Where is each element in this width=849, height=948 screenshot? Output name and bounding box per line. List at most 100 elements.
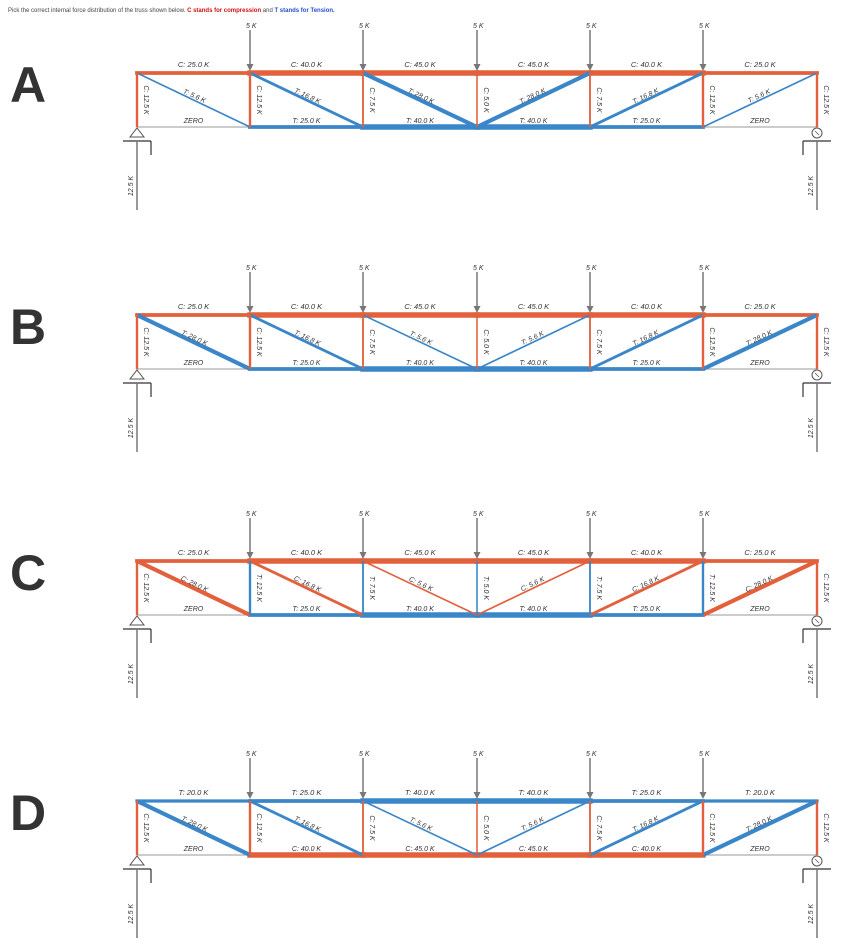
load-arrow [699, 272, 707, 313]
diagonal-member [249, 313, 364, 371]
question-text: Pick the correct internal force distribu… [8, 8, 335, 14]
load-label: 5 K [699, 265, 710, 272]
vertical-label: C: 12.5 K [142, 85, 149, 115]
vertical-label: C: 5.0 K [482, 815, 489, 841]
vertical-label: C: 12.5 K [822, 85, 829, 115]
option-b[interactable]: B 5 K 5 K 5 K 5 K 5 K C: 25.0 K C: 40.0 K C: 45.… [0, 242, 849, 462]
option-letter: B [10, 299, 47, 355]
reaction-label: 12.5 K [808, 176, 815, 197]
diagonal-member [362, 560, 478, 616]
load-label: 5 K [246, 265, 257, 272]
truss-diagram: 5 K 5 K 5 K 5 K 5 K C: 25.0 K C: 40.0 K C: 45.0… [123, 23, 831, 210]
top-chord-label: T: 25.0 K [292, 788, 323, 797]
vertical-label: C: 12.5 K [822, 327, 829, 357]
compression-note: C stands for compression [187, 8, 262, 14]
diagonal-member [476, 314, 591, 370]
load-arrow [473, 30, 481, 71]
truss-diagram: 5 K 5 K 5 K 5 K 5 K C: 25.0 K C: 40.0 K C: 45.0… [123, 265, 831, 452]
reaction-label: 12.5 K [128, 664, 135, 685]
vertical-label: C: 12.5 K [142, 813, 149, 843]
vertical-label: T: 7.5 K [595, 576, 602, 600]
load-label: 5 K [699, 511, 710, 518]
load-label: 5 K [586, 511, 597, 518]
load-label: 5 K [586, 23, 597, 30]
top-chord-label: C: 40.0 K [631, 302, 663, 311]
option-d[interactable]: D 5 K 5 K 5 K 5 K 5 K T: 20.0 K T: 25.0 K T: 40.… [0, 728, 849, 948]
load-arrow [359, 272, 367, 313]
load-arrow [473, 518, 481, 559]
vertical-label: C: 7.5 K [368, 815, 375, 841]
option-a[interactable]: A 5 K 5 K 5 K 5 K 5 K C: 25.0 K C: 40.0 K C: 45.… [0, 0, 849, 220]
bottom-chord-label: C: 40.0 K [632, 846, 662, 853]
load-label: 5 K [359, 511, 370, 518]
load-label: 5 K [473, 23, 484, 30]
top-chord-label: C: 25.0 K [178, 548, 210, 557]
top-chord-label: C: 25.0 K [178, 60, 210, 69]
diagonal-member [589, 799, 704, 857]
bottom-chord-label: ZERO [183, 360, 204, 367]
bottom-chord-label: ZERO [749, 118, 770, 125]
top-chord-label: T: 20.0 K [179, 788, 210, 797]
diagonal-member [702, 72, 818, 128]
top-chord-label: C: 45.0 K [404, 302, 436, 311]
vertical-label: C: 12.5 K [255, 813, 262, 843]
top-chord-label: C: 40.0 K [631, 60, 663, 69]
top-chord-label: T: 20.0 K [745, 788, 776, 797]
load-label: 5 K [359, 265, 370, 272]
bottom-chord-label: T: 25.0 K [633, 606, 661, 613]
reaction-label: 12.5 K [128, 904, 135, 925]
top-chord-label: C: 45.0 K [404, 548, 436, 557]
diagonal-member [589, 559, 704, 617]
vertical-label: C: 5.0 K [482, 87, 489, 113]
load-label: 5 K [359, 23, 370, 30]
load-arrow [246, 272, 254, 313]
top-chord-label: C: 40.0 K [291, 60, 323, 69]
option-letter: C [10, 545, 47, 601]
vertical-label: T: 5.0 K [482, 576, 489, 600]
vertical-label: C: 5.0 K [482, 329, 489, 355]
load-arrow [699, 518, 707, 559]
vertical-label: C: 12.5 K [708, 813, 715, 843]
load-label: 5 K [359, 751, 370, 758]
top-chord-label: C: 45.0 K [518, 548, 550, 557]
vertical-label: C: 7.5 K [368, 87, 375, 113]
diagonal-member [362, 71, 478, 129]
load-label: 5 K [473, 265, 484, 272]
option-letter: A [10, 57, 47, 113]
vertical-label: C: 12.5 K [142, 573, 149, 603]
bottom-chord-label: ZERO [183, 606, 204, 613]
bottom-chord-label: ZERO [183, 118, 204, 125]
diagonal-member [476, 71, 591, 129]
vertical-label: C: 12.5 K [142, 327, 149, 357]
load-arrow [586, 30, 594, 71]
bottom-chord-label: C: 45.0 K [519, 846, 549, 853]
reaction-label: 12.5 K [808, 664, 815, 685]
diagonal-member [249, 71, 364, 129]
top-chord-label: C: 45.0 K [518, 302, 550, 311]
vertical-label: T: 12.5 K [255, 574, 262, 602]
diagonal-member [136, 559, 251, 617]
vertical-label: C: 12.5 K [708, 85, 715, 115]
load-label: 5 K [699, 751, 710, 758]
bottom-chord-label: C: 45.0 K [405, 846, 435, 853]
bottom-chord-label: T: 40.0 K [520, 606, 548, 613]
vertical-label: C: 12.5 K [822, 813, 829, 843]
option-letter: D [10, 785, 47, 841]
load-arrow [246, 518, 254, 559]
load-label: 5 K [699, 23, 710, 30]
truss-diagram: 5 K 5 K 5 K 5 K 5 K C: 25.0 K C: 40.0 K C: 45.0… [123, 511, 831, 698]
top-chord-label: C: 25.0 K [744, 60, 776, 69]
vertical-label: T: 7.5 K [368, 576, 375, 600]
bottom-chord-label: T: 40.0 K [406, 360, 434, 367]
top-chord-label: C: 45.0 K [518, 60, 550, 69]
bottom-chord-label: C: 40.0 K [292, 846, 322, 853]
diagonal-member [589, 313, 704, 371]
reaction-label: 12.5 K [128, 418, 135, 439]
roller-support [802, 369, 831, 397]
option-c[interactable]: C 5 K 5 K 5 K 5 K 5 K C: 25.0 K C: 40.0 K C: 45.… [0, 488, 849, 708]
diagonal-member [702, 559, 818, 617]
vertical-label: C: 7.5 K [595, 815, 602, 841]
join-word: and [262, 8, 273, 14]
diagonal-member [702, 313, 818, 371]
top-chord-label: C: 25.0 K [744, 302, 776, 311]
